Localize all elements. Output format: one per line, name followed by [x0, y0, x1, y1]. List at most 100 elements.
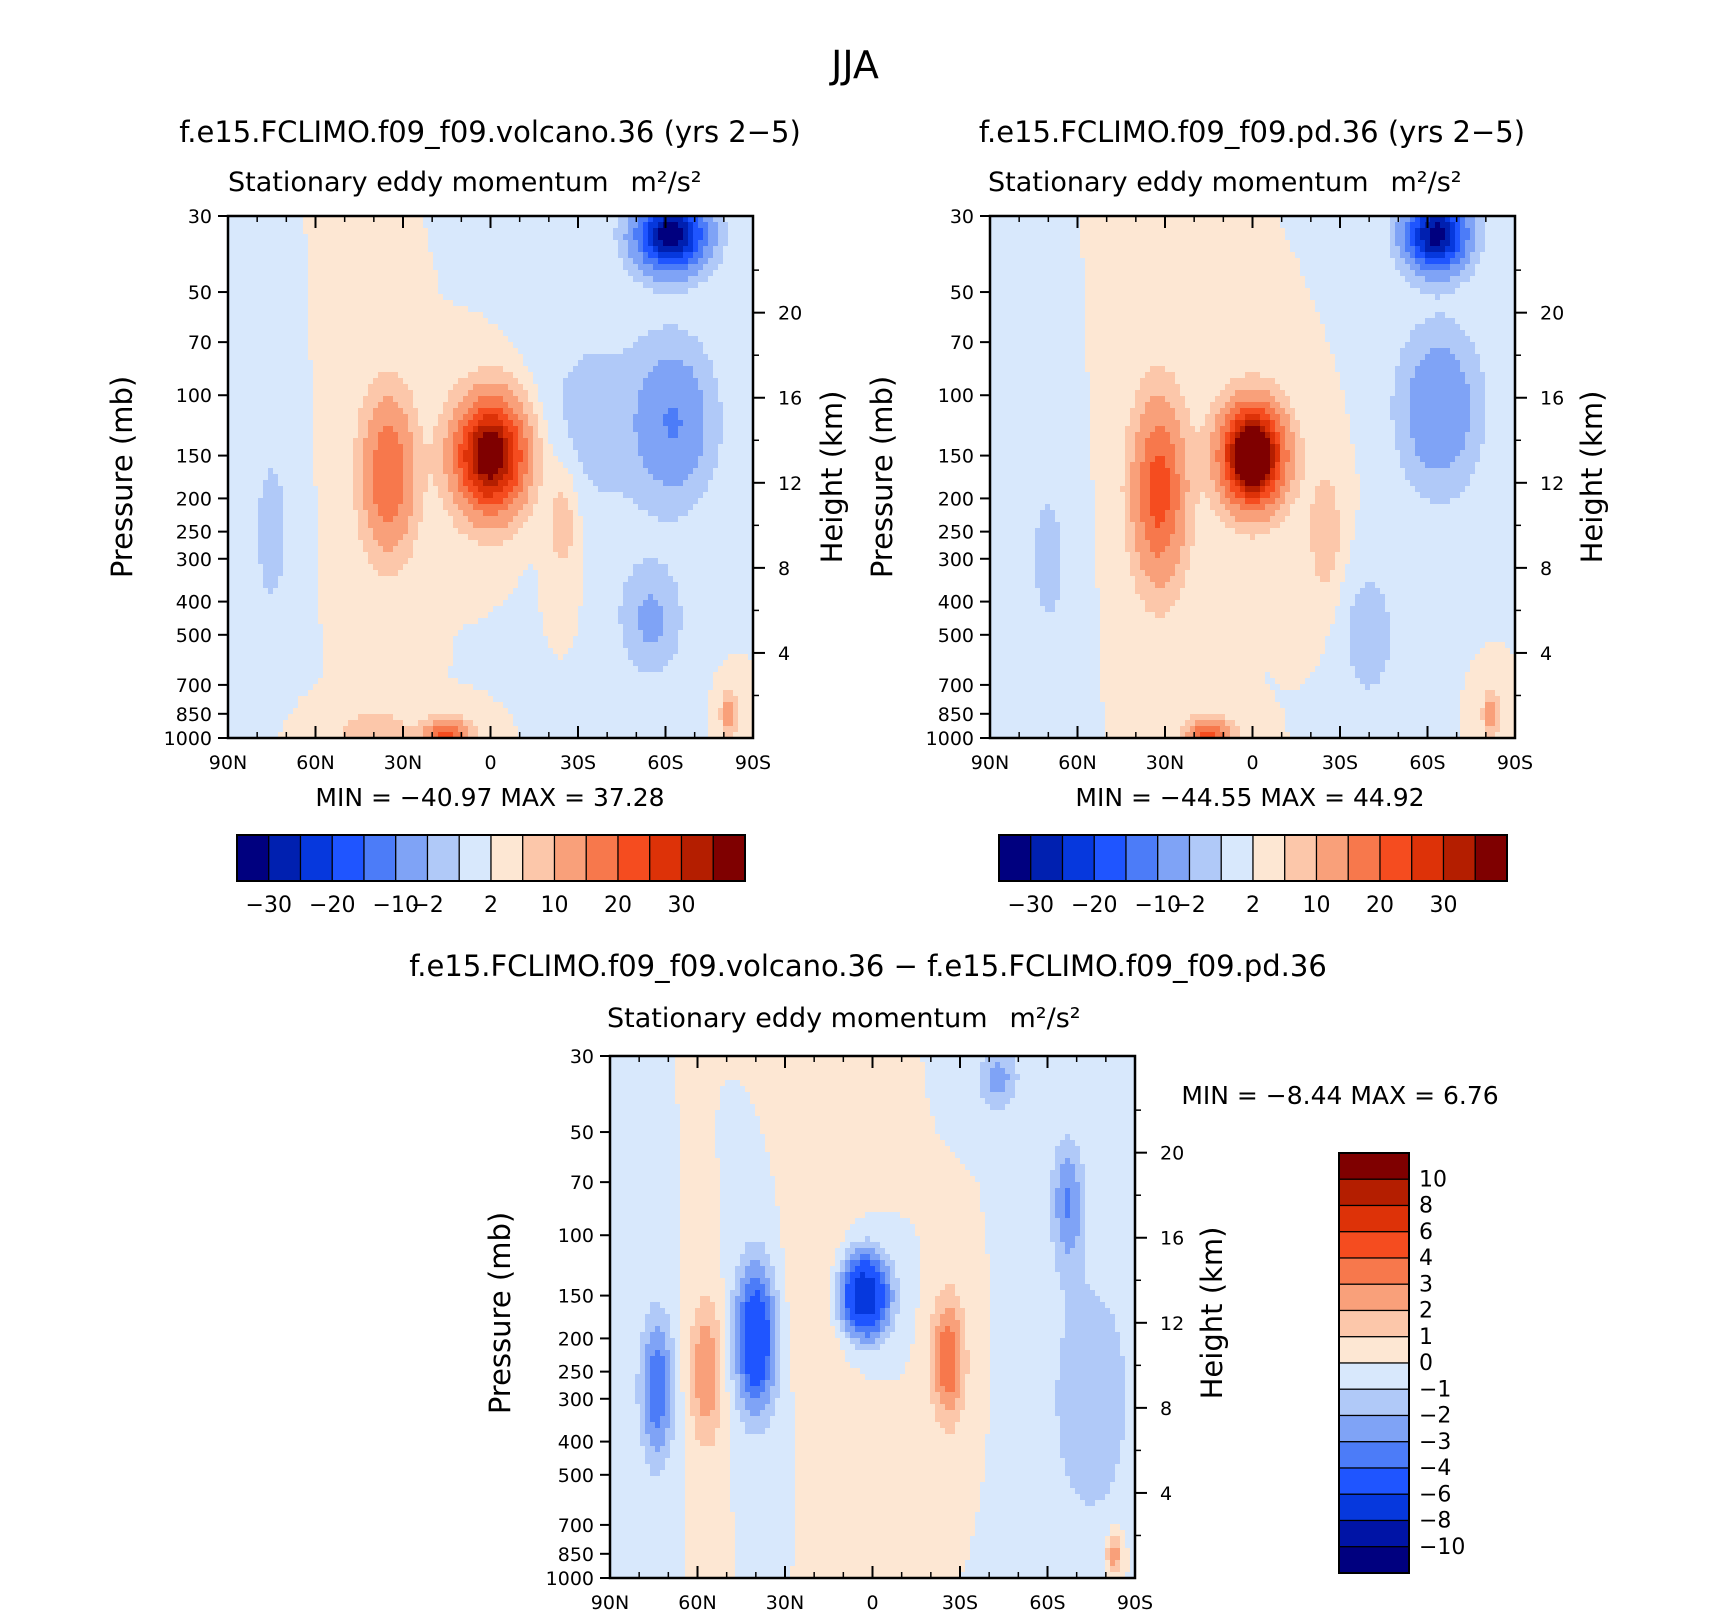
contour-cell: [685, 1506, 731, 1513]
contour-cell: [735, 1548, 796, 1555]
contour-cell: [1140, 594, 1181, 601]
contour-cell: [1130, 414, 1141, 421]
contour-cell: [990, 702, 1106, 709]
contour-cell: [655, 1326, 661, 1333]
contour-cell: [228, 696, 299, 703]
contour-cell: [723, 252, 754, 259]
contour-cell: [453, 492, 464, 499]
contour-cell: [518, 348, 624, 355]
contour-cell: [680, 1236, 721, 1243]
contour-cell: [1230, 510, 1276, 517]
contour-cell: [650, 1464, 666, 1471]
contour-cell: [1205, 420, 1216, 427]
contour-cell: [940, 1344, 956, 1351]
contour-cell: [1125, 444, 1136, 451]
contour-cell: [775, 1200, 981, 1207]
contour-cell: [643, 384, 699, 391]
contour-cell: [1345, 390, 1396, 397]
contour-cell: [735, 1296, 746, 1303]
contour-cell: [538, 414, 544, 421]
contour-cell: [658, 258, 689, 265]
contour-cell: [920, 1254, 991, 1261]
contour-cell: [610, 1314, 646, 1321]
contour-cell: [1145, 534, 1171, 541]
x-tick-label: 30N: [1146, 752, 1184, 774]
contour-cell: [658, 516, 679, 523]
contour-cell: [1335, 354, 1401, 361]
contour-cell: [1390, 624, 1516, 631]
contour-cell: [518, 426, 524, 433]
contour-cell: [1040, 510, 1056, 517]
contour-cell: [1135, 390, 1181, 397]
contour-cell: [965, 1164, 1056, 1171]
contour-cell: [1275, 396, 1291, 403]
contour-cell: [935, 1404, 946, 1411]
contour-cell: [1195, 534, 1251, 541]
contour-cell: [423, 510, 449, 517]
contour-cell: [990, 396, 1091, 403]
contour-cell: [1095, 510, 1126, 517]
contour-field: [610, 1056, 1136, 1579]
contour-cell: [675, 1392, 686, 1399]
contour-cell: [720, 1326, 726, 1333]
contour-cell: [980, 1074, 991, 1081]
contour-cell: [1125, 462, 1131, 469]
contour-cell: [1190, 480, 1216, 487]
contour-cell: [1105, 1542, 1111, 1549]
contour-cell: [738, 720, 754, 727]
contour-cell: [1140, 486, 1151, 493]
contour-cell: [728, 240, 754, 247]
contour-cell: [368, 426, 384, 433]
contour-cell: [1235, 474, 1241, 481]
contour-cell: [533, 432, 539, 439]
colorbar-swatch: [1338, 1441, 1410, 1469]
contour-cell: [1210, 438, 1221, 445]
contour-cell: [628, 240, 639, 247]
contour-cell: [1485, 402, 1516, 409]
contour-cell: [1405, 234, 1411, 241]
contour-cell: [660, 1422, 671, 1429]
contour-cell: [1165, 516, 1176, 523]
contour-cell: [228, 600, 319, 607]
contour-cell: [1125, 456, 1136, 463]
contour-cell: [965, 1314, 991, 1321]
contour-cell: [258, 546, 284, 553]
contour-cell: [985, 1452, 1061, 1459]
contour-cell: [735, 1398, 746, 1405]
contour-cell: [1195, 510, 1216, 517]
contour-cell: [1470, 480, 1516, 487]
contour-cell: [688, 216, 699, 223]
colorbar-swatch: [1338, 1362, 1410, 1390]
contour-cell: [1460, 720, 1486, 727]
contour-cell: [673, 654, 729, 661]
contour-cell: [1190, 726, 1196, 733]
contour-cell: [610, 1440, 641, 1447]
contour-cell: [723, 696, 739, 703]
contour-cell: [770, 1302, 776, 1309]
contour-cell: [1275, 486, 1281, 493]
y-tick-label: 700: [176, 675, 212, 697]
contour-cell: [568, 552, 584, 559]
contour-cell: [1475, 342, 1516, 349]
contour-cell: [855, 1296, 876, 1303]
contour-cell: [308, 252, 434, 259]
contour-cell: [955, 1350, 961, 1357]
contour-cell: [735, 1314, 741, 1321]
contour-cell: [1185, 582, 1341, 589]
contour-cell: [720, 1164, 771, 1171]
contour-cell: [905, 1368, 931, 1375]
contour-cell: [1395, 384, 1411, 391]
contour-cell: [678, 414, 704, 421]
contour-cell: [503, 330, 649, 337]
contour-cell: [685, 1524, 736, 1531]
contour-cell: [1410, 228, 1416, 235]
contour-cell: [735, 1512, 796, 1519]
contour-cell: [775, 1368, 781, 1375]
contour-cell: [845, 1302, 856, 1309]
contour-cell: [1350, 558, 1516, 565]
contour-cell: [443, 450, 454, 457]
contour-cell: [925, 1080, 981, 1087]
contour-cell: [698, 498, 754, 505]
contour-cell: [740, 1308, 746, 1315]
contour-cell: [1040, 600, 1056, 607]
